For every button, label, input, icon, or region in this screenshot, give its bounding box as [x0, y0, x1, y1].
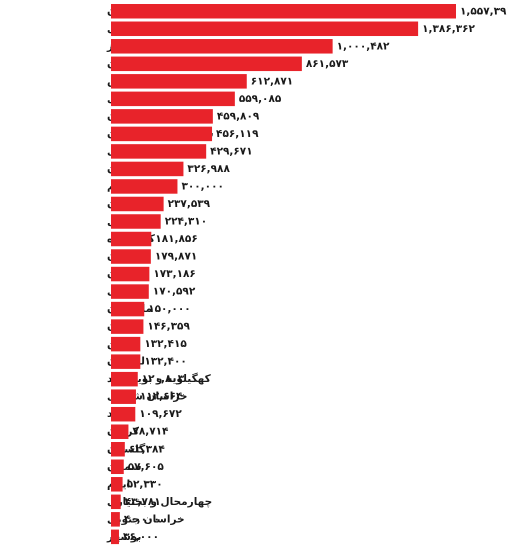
bar — [111, 56, 302, 72]
value-label: ۱۱۲,۶۶۴ — [140, 391, 183, 403]
bar — [111, 459, 124, 475]
bar — [111, 529, 119, 545]
value-label: ۴۲۹,۶۷۱ — [210, 145, 252, 157]
value-label: ۷۸,۷۱۴ — [132, 426, 169, 438]
bar — [111, 214, 161, 229]
value-label: ۱۰۹,۶۷۲ — [139, 408, 182, 420]
value-label: ۱۸۱,۸۵۶ — [155, 233, 197, 245]
value-label: ۲۲۴,۳۱۰ — [165, 215, 207, 227]
value-label: ۱۵۰,۰۰۰ — [148, 303, 190, 315]
bar — [111, 389, 136, 404]
bar — [111, 512, 120, 527]
bar — [111, 442, 125, 457]
bar — [111, 91, 235, 107]
value-label: ۶۲,۳۸۴ — [129, 443, 166, 455]
bar — [111, 266, 150, 282]
value-label: ۵۷,۶۰۵ — [128, 461, 165, 473]
bar — [111, 4, 456, 19]
bar — [111, 424, 129, 439]
value-label: ۱۳۲,۴۰۰ — [144, 356, 186, 368]
value-label: ۱,۵۵۷,۳۹۱ — [460, 5, 508, 17]
value-label: ۳۲۶,۹۸۸ — [187, 163, 230, 175]
bars — [111, 4, 456, 545]
category-label: چهارمحال و بختیاری — [107, 496, 212, 508]
bar — [111, 74, 247, 89]
value-label: ۵۵۹,۰۸۵ — [239, 93, 282, 105]
value-label: ۱۷۳,۱۸۶ — [153, 268, 195, 280]
bar — [111, 371, 138, 387]
bar — [111, 301, 145, 317]
value-label: ۱,۰۰۰,۴۸۲ — [337, 40, 390, 52]
value-label: ۸۶۱,۵۷۳ — [306, 58, 349, 70]
value-label: ۴۳,۷۸۱ — [125, 496, 161, 508]
bar — [111, 406, 136, 422]
value-label: ۲۳۷,۵۳۹ — [168, 198, 211, 210]
category-label: خراسان جنوبی — [107, 513, 185, 525]
bar — [111, 109, 213, 124]
value-label: ۳۰۰,۰۰۰ — [181, 180, 223, 192]
bar — [111, 336, 141, 352]
bar — [111, 477, 123, 492]
value-label: ۶۱۲,۸۷۱ — [251, 75, 293, 87]
value-label: ۵۲,۳۳۰ — [127, 478, 163, 490]
bar — [111, 39, 333, 54]
bar — [111, 494, 121, 510]
value-label: ۱۷۹,۸۷۱ — [155, 251, 197, 263]
bar — [111, 144, 207, 159]
value-label: ۴۰,۰۰۰ — [124, 513, 160, 525]
bar — [111, 196, 164, 212]
bar — [111, 319, 144, 334]
bar — [111, 249, 151, 264]
bar — [111, 126, 213, 142]
value-label: ۴۵۶,۱۱۹ — [216, 128, 259, 140]
value-label: ۱۳۲,۴۱۵ — [144, 338, 187, 350]
value-label: ۳۶,۰۰۰ — [123, 531, 159, 543]
bar — [111, 354, 141, 369]
bar — [111, 161, 184, 177]
bar — [111, 284, 149, 299]
bar — [111, 179, 178, 194]
bar — [111, 231, 152, 247]
value-label: ۱۷۰,۵۹۲ — [153, 286, 196, 298]
value-label: ۱۲۰,۸۰۳ — [142, 373, 185, 385]
value-label: ۱۴۶,۳۵۹ — [147, 321, 190, 333]
value-label: ۱,۳۸۶,۳۶۲ — [422, 23, 475, 35]
value-label: ۴۵۹,۸۰۹ — [217, 110, 260, 122]
value-labels: ۱,۵۵۷,۳۹۱ ۱,۳۸۶,۳۶۲ ۱,۰۰۰,۴۸۲ ۸۶۱,۵۷۳ ۶۱۲,۸۷… — [123, 5, 508, 543]
bar — [111, 21, 419, 37]
